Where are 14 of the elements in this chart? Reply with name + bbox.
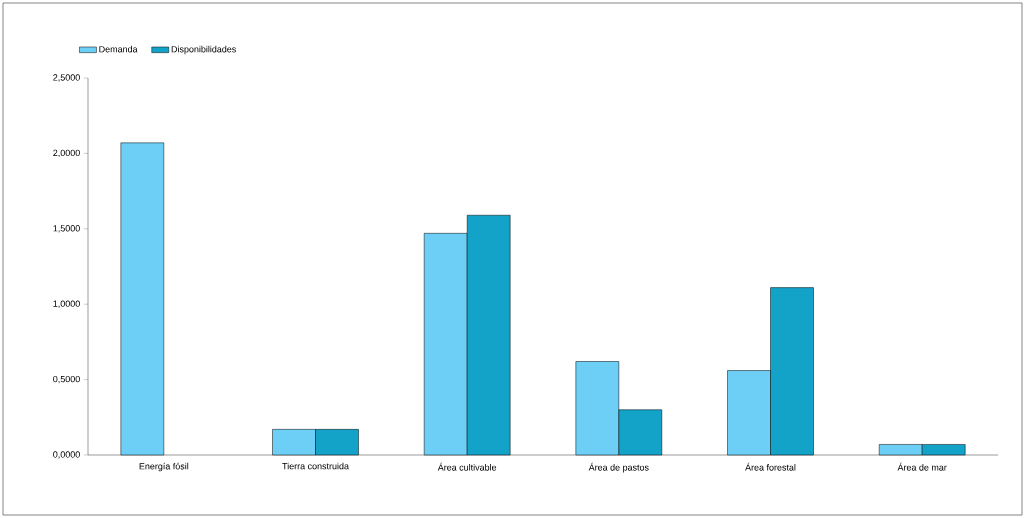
y-tick-label: 2,0000 [53, 149, 80, 158]
x-tick-label: Energía fósil [139, 462, 189, 472]
y-tick-label: 2,5000 [53, 74, 80, 82]
x-tick-label: Área de pastos [588, 462, 649, 473]
y-tick-label: 1,5000 [53, 225, 80, 233]
x-tick-label: Tierra construida [282, 462, 349, 470]
x-tick-label: Área cultivable [437, 462, 497, 471]
legend-label: Disponibilidades [171, 45, 236, 55]
y-tick-label: 0,0000 [53, 451, 80, 459]
y-tick-label: 0,5000 [53, 375, 80, 384]
y-tick-label: 1,0000 [53, 300, 80, 308]
x-tick-label: Área de mar [897, 462, 947, 471]
legend-label: Demanda [99, 45, 138, 53]
x-tick-label: Área forestal [745, 462, 796, 471]
